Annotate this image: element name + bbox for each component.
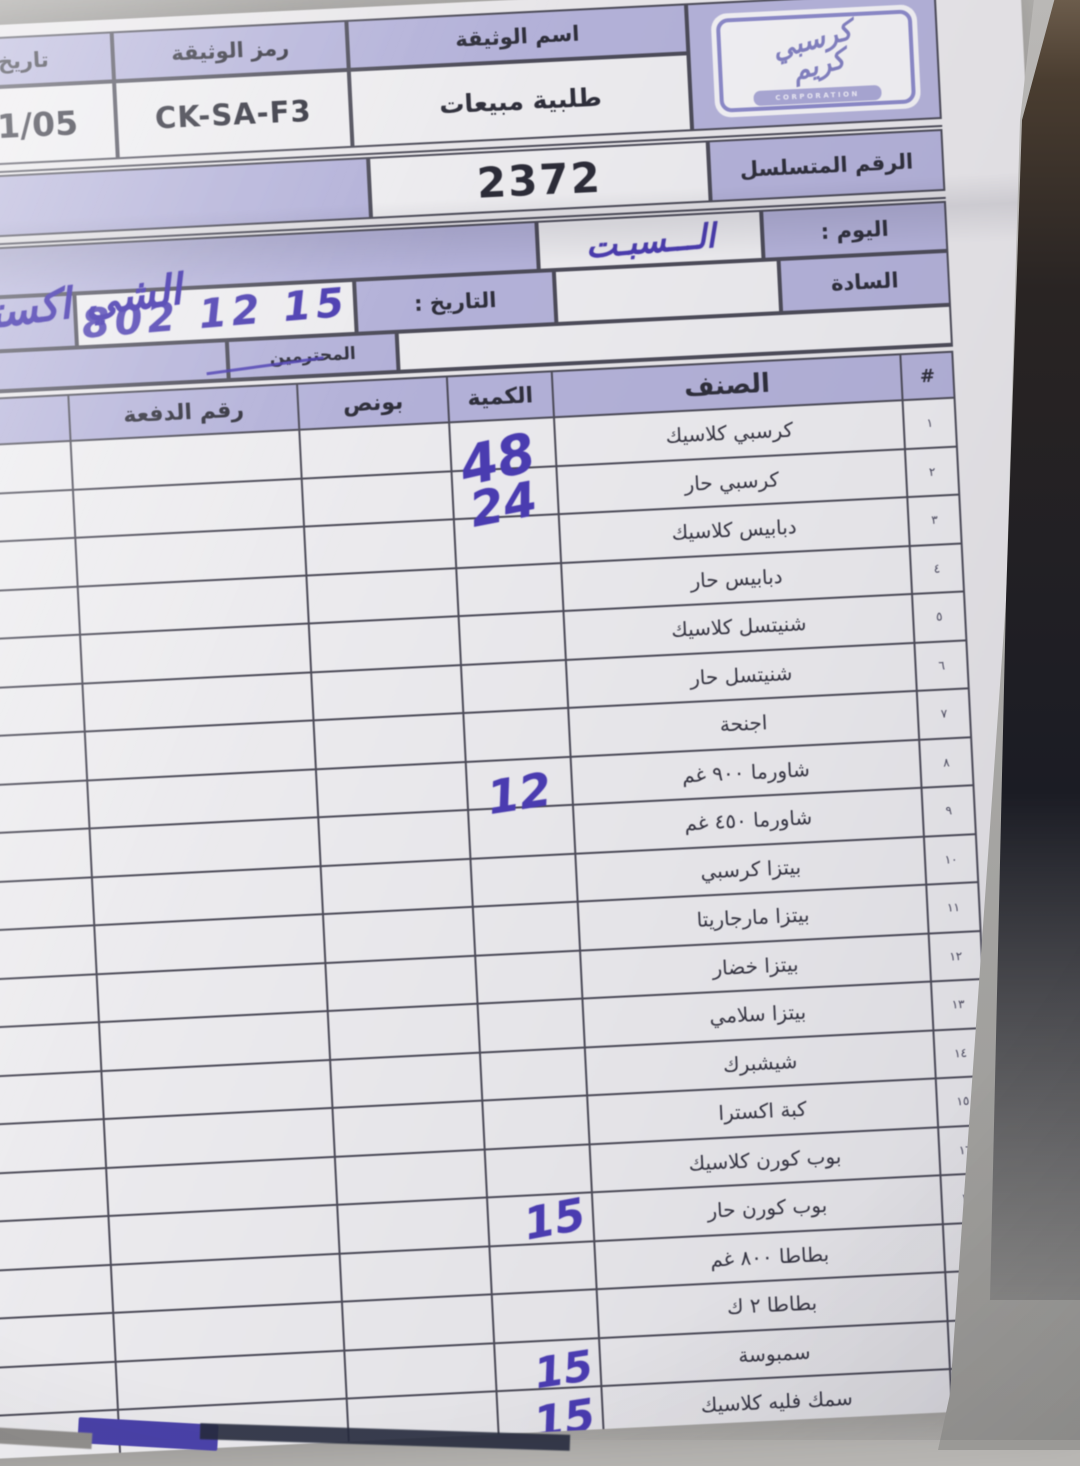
quantity-cell: 15	[493, 1339, 600, 1393]
handwritten-quantity: 24	[466, 475, 541, 535]
quantity-cell	[458, 612, 565, 666]
doc-code-value: CK-SA-F3	[114, 70, 353, 159]
bonus-cell	[325, 956, 477, 1012]
row-number-cell: ٨	[918, 738, 972, 789]
quantity-cell: 12	[465, 757, 572, 811]
bonus-cell	[329, 1053, 481, 1109]
bonus-cell	[313, 714, 465, 770]
quantity-cell	[462, 709, 569, 763]
row-number-cell: ٢	[904, 447, 958, 498]
quantity-cell	[481, 1097, 588, 1151]
row-number-cell: ٥	[911, 592, 965, 643]
bonus-cell	[303, 520, 455, 576]
quantity-cell: 48	[448, 418, 555, 472]
bonus-cell	[310, 666, 462, 722]
row-number-cell: ١٢	[928, 932, 982, 983]
bonus-cell	[322, 908, 474, 964]
bonus-cell	[339, 1247, 491, 1303]
row-number-cell: ٤	[909, 544, 963, 595]
bonus-cell	[320, 859, 472, 915]
row-number-cell: ٦	[914, 641, 968, 692]
bonus-cell	[341, 1295, 493, 1351]
handwritten-quantity: 15	[520, 1193, 588, 1248]
date-label: التاريخ :	[354, 270, 556, 334]
bonus-cell	[308, 617, 460, 673]
quantity-cell	[455, 564, 562, 618]
bonus-cell	[336, 1199, 488, 1255]
doc-issue-date-value: 5/01/05	[0, 81, 118, 169]
quantity-cell	[491, 1290, 598, 1344]
col-header-quantity: الكمية	[446, 372, 553, 423]
company-logo-cell: كرسبي كريم CORPORATION	[686, 0, 942, 131]
items-table-body: ١ كرسبي كلاسيك 48 ٢ كرسبي حار 24 ٣ دبابي…	[0, 399, 1003, 1466]
bonus-cell	[327, 1005, 479, 1061]
bonus-cell	[344, 1344, 496, 1400]
doc-name-value: طلبية مبيعات	[349, 53, 692, 148]
items-table: # الصنف الكمية بونص رقم الدفعة سعر ١ كرس…	[0, 351, 1005, 1466]
customer-label: السادة	[779, 251, 951, 313]
handwritten-quantity: 12	[484, 766, 554, 821]
bonus-cell	[332, 1102, 484, 1158]
row-number-cell: ٣	[906, 496, 960, 547]
quantity-cell	[474, 951, 581, 1005]
bonus-cell	[298, 423, 450, 479]
quantity-cell	[476, 1000, 583, 1054]
quantity-cell	[469, 854, 576, 908]
quantity-cell	[460, 661, 567, 715]
bonus-cell	[306, 569, 458, 625]
row-number-cell: ٩	[921, 786, 975, 837]
bonus-cell	[334, 1150, 486, 1206]
quantity-cell	[479, 1048, 586, 1102]
col-header-number: #	[899, 353, 953, 401]
quantity-cell	[488, 1242, 595, 1296]
bonus-cell	[317, 811, 469, 867]
bonus-cell	[301, 472, 453, 528]
row-number-cell: ١٠	[923, 835, 977, 886]
col-header-bonus: بونص	[296, 378, 448, 431]
row-number-cell: ١١	[925, 883, 979, 934]
quantity-cell	[472, 903, 579, 957]
row-number-cell: ٧	[916, 689, 970, 740]
quantity-cell: 15	[486, 1193, 593, 1247]
row-number-cell: ١	[902, 399, 956, 450]
bonus-cell	[315, 763, 467, 819]
company-logo: كرسبي كريم CORPORATION	[710, 4, 921, 118]
handwritten-quantity: 15	[532, 1344, 596, 1394]
